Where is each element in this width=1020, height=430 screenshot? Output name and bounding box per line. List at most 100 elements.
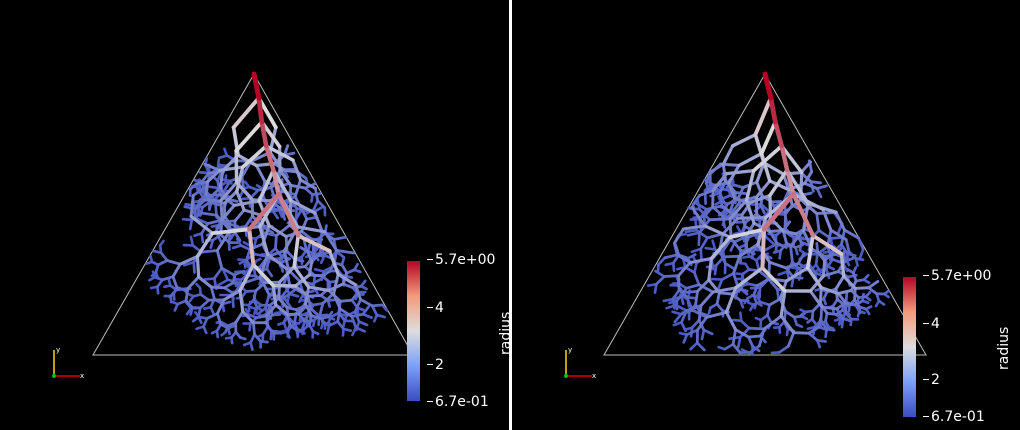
vessel-segment [280,168,300,174]
vessel-segment [159,251,169,262]
domain-triangle-outline [92,72,414,356]
vessel-segment [300,208,309,221]
vessel-segment [209,285,216,301]
vessel-segment [834,210,846,232]
vessel-segment [241,310,255,325]
vessel-segment [289,183,307,190]
vessel-segment [725,169,756,176]
vessel-segment [359,298,374,308]
vessel-segment [753,96,773,137]
colorbar-title: radius [996,326,1012,370]
vessel-segment [762,314,783,331]
right-render-view[interactable]: y x 5.7e+00 4 2 6.7e-01 radius [512,0,1020,430]
vessel-segment [257,168,276,203]
vessel-segment [223,189,239,205]
vessel-segment [819,318,829,331]
vessel-segment [716,278,724,291]
vessel-segment [829,236,843,240]
vessel-segment [194,180,209,186]
vessel-segment [240,175,246,191]
vessel-segment [674,303,688,312]
vessel-segment [693,271,701,287]
vessel-segment [718,249,727,265]
vessel-segment [264,143,276,173]
vessel-segment [233,208,246,223]
vessel-segment [178,254,199,266]
vessel-segment [327,249,340,276]
vessel-segment [307,260,314,277]
vessel-segment [280,208,287,221]
vessel-segment [844,291,849,304]
vessel-segment [748,344,761,355]
vessel-segment [825,311,838,316]
vessel-segment [267,224,288,239]
vessel-segment [215,213,232,232]
vessel-segment [250,198,273,203]
vessel-segment [247,191,281,232]
vessel-segment [819,305,824,322]
vessel-segment [655,275,666,286]
vessel-segment [781,220,792,232]
vessel-segment [289,198,317,215]
vessel-segment [734,328,750,339]
vessel-segment [761,191,796,232]
vessel-segment [662,274,680,278]
vessel-segment [662,297,675,303]
vessel-segment [188,218,194,231]
view-divider[interactable] [509,0,512,430]
vessel-segment [310,252,322,264]
vessel-segment [307,314,314,327]
vessel-segment [193,198,207,211]
vessel-segment [184,287,190,303]
vessel-segment [259,119,269,149]
vessel-segment [212,266,224,280]
vessel-segment [784,309,796,319]
vessel-segment [278,168,293,187]
vessel-segment [274,234,278,250]
vessel-segment [694,289,699,307]
vessel-segment [784,266,810,283]
vessel-segment [779,144,804,175]
vessel-segment [834,274,846,291]
vessel-segment [238,263,256,293]
vessel-segment [231,293,235,309]
colorbar-tick-2: 2 [923,372,940,388]
vessel-segment [693,261,698,274]
vessel-segment [303,302,314,318]
vessel-segment [274,223,292,237]
vessel-segment [738,242,760,258]
vessel-segment [233,230,242,242]
vessel-segment [338,307,354,318]
vessel-segment [709,235,732,261]
vessel-segment [724,262,737,271]
vessel-segment [307,273,324,278]
vessel-segment [305,215,319,221]
vessel-segment [718,191,726,204]
vessel-segment [784,261,800,270]
vessel-segment [689,341,699,351]
vessel-segment [768,168,789,198]
vessel-segment [796,252,805,265]
vessel-segment [807,331,819,342]
vessel-segment [700,328,706,341]
vessel-segment [690,205,707,228]
vessel-segment [292,265,311,289]
vessel-segment [156,259,169,267]
vessel-segment [205,168,222,184]
vessel-segment [675,253,692,265]
vessel-segment [708,217,732,222]
vessel-segment [814,252,819,266]
vessel-segment [296,233,332,253]
vessel-segment [727,181,737,200]
vessel-segment [775,287,781,302]
vessel-segment [739,319,751,330]
vessel-segment [280,284,292,298]
vessel-segment [274,303,290,317]
vessel-segment [699,290,715,307]
left-render-view[interactable]: y x 5.7e+00 4 2 6.7e-01 radius [0,0,509,430]
vessel-segment [247,227,256,267]
vessel-segment [265,256,271,270]
vessel-segment [803,170,814,185]
vessel-segment [266,325,276,335]
vessel-segment [199,211,218,217]
